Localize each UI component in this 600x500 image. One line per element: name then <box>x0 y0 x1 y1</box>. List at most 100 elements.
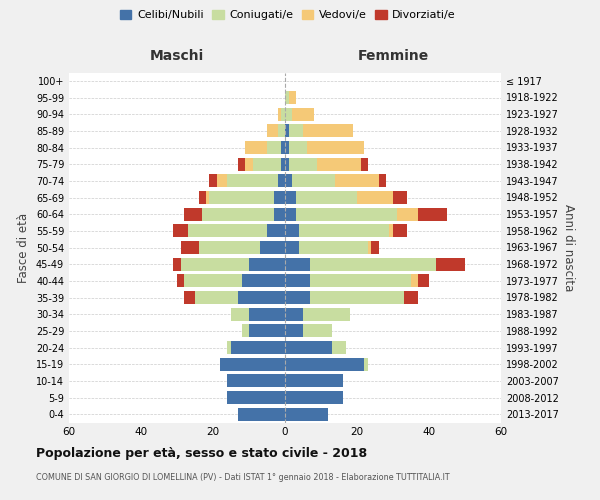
Bar <box>245 141 267 154</box>
Bar <box>274 208 285 220</box>
Bar <box>184 208 202 220</box>
Bar <box>289 91 296 104</box>
Bar <box>303 324 332 338</box>
Text: Popolazione per età, sesso e stato civile - 2018: Popolazione per età, sesso e stato civil… <box>36 448 367 460</box>
Bar <box>209 191 274 204</box>
Bar <box>371 241 379 254</box>
Bar <box>249 258 285 270</box>
Bar <box>317 158 361 170</box>
Bar <box>436 258 465 270</box>
Bar <box>285 241 299 254</box>
Bar <box>274 191 285 204</box>
Bar <box>227 391 285 404</box>
Bar <box>285 374 343 388</box>
Bar <box>202 208 274 220</box>
Bar <box>296 208 397 220</box>
Bar <box>217 174 227 188</box>
Bar <box>242 324 249 338</box>
Bar <box>184 274 242 287</box>
Bar <box>303 124 353 138</box>
Bar <box>299 224 389 237</box>
Bar <box>278 124 285 138</box>
Bar <box>379 174 386 188</box>
Bar <box>364 358 368 370</box>
Text: COMUNE DI SAN GIORGIO DI LOMELLINA (PV) - Dati ISTAT 1° gennaio 2018 - Elaborazi: COMUNE DI SAN GIORGIO DI LOMELLINA (PV) … <box>36 472 449 482</box>
Bar <box>285 274 310 287</box>
Bar <box>220 358 285 370</box>
Bar <box>292 174 335 188</box>
Bar <box>267 224 285 237</box>
Legend: Celibi/Nubili, Coniugati/e, Vedovi/e, Divorziati/e: Celibi/Nubili, Coniugati/e, Vedovi/e, Di… <box>116 6 460 25</box>
Bar <box>231 341 285 354</box>
Bar <box>238 291 285 304</box>
Bar <box>281 141 285 154</box>
Bar <box>278 108 281 120</box>
Bar <box>285 158 289 170</box>
Bar <box>310 291 404 304</box>
Bar <box>285 308 303 320</box>
Bar <box>206 191 209 204</box>
Bar <box>238 408 285 420</box>
Bar <box>281 108 285 120</box>
Bar <box>285 324 303 338</box>
Bar <box>195 291 238 304</box>
Bar <box>249 324 285 338</box>
Bar <box>310 274 411 287</box>
Bar <box>296 191 357 204</box>
Bar <box>285 141 289 154</box>
Bar <box>307 141 364 154</box>
Bar <box>289 141 307 154</box>
Bar <box>173 258 181 270</box>
Bar <box>285 408 328 420</box>
Bar <box>285 291 310 304</box>
Bar <box>181 241 199 254</box>
Bar <box>177 274 184 287</box>
Y-axis label: Fasce di età: Fasce di età <box>17 212 30 282</box>
Bar <box>253 158 281 170</box>
Bar <box>278 174 285 188</box>
Bar <box>227 341 231 354</box>
Bar <box>285 224 299 237</box>
Bar <box>173 224 188 237</box>
Bar <box>303 308 350 320</box>
Bar <box>260 241 285 254</box>
Bar <box>209 174 217 188</box>
Bar <box>245 158 253 170</box>
Bar <box>411 274 418 287</box>
Bar <box>181 258 249 270</box>
Bar <box>292 108 314 120</box>
Bar <box>368 241 371 254</box>
Bar <box>285 258 310 270</box>
Bar <box>184 291 195 304</box>
Bar <box>393 191 407 204</box>
Bar <box>285 124 289 138</box>
Bar <box>418 208 447 220</box>
Bar <box>199 191 206 204</box>
Bar <box>332 341 346 354</box>
Bar <box>285 108 292 120</box>
Bar <box>285 91 289 104</box>
Bar <box>199 241 260 254</box>
Bar <box>285 341 332 354</box>
Bar <box>397 208 418 220</box>
Bar <box>285 191 296 204</box>
Bar <box>289 124 303 138</box>
Bar <box>393 224 407 237</box>
Bar <box>299 241 368 254</box>
Bar <box>285 391 343 404</box>
Bar <box>361 158 368 170</box>
Y-axis label: Anni di nascita: Anni di nascita <box>562 204 575 291</box>
Bar <box>418 274 429 287</box>
Bar <box>238 158 245 170</box>
Bar <box>227 174 278 188</box>
Bar <box>285 174 292 188</box>
Bar <box>289 158 317 170</box>
Bar <box>231 308 249 320</box>
Bar <box>357 191 393 204</box>
Text: Maschi: Maschi <box>150 48 204 62</box>
Text: Femmine: Femmine <box>358 48 428 62</box>
Bar <box>227 374 285 388</box>
Bar <box>281 158 285 170</box>
Bar <box>285 358 364 370</box>
Bar <box>389 224 393 237</box>
